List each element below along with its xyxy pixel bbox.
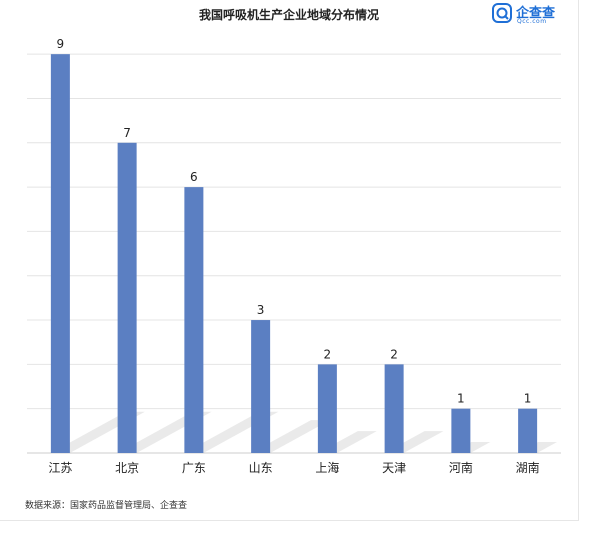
bar-山东 (251, 320, 271, 453)
data-label: 1 (457, 392, 465, 406)
bar-chart: 9 江苏 7 北京 6 广东 3 山东 2 上海 2 天津 1 河南 1 湖南 (27, 37, 561, 475)
bar-广东 (184, 187, 204, 453)
x-tick-label: 江苏 (48, 461, 72, 475)
bar-shadow (251, 420, 330, 453)
data-label: 3 (257, 303, 265, 317)
data-label: 9 (57, 37, 65, 51)
x-tick-label: 上海 (315, 460, 339, 475)
bar-湖南 (518, 408, 538, 453)
data-label: 6 (190, 170, 198, 184)
bar-上海 (317, 364, 337, 453)
bar-天津 (384, 364, 404, 453)
data-source-note: 数据来源：国家药品监督管理局、企查查 (25, 501, 188, 511)
data-label: 7 (123, 126, 131, 140)
qcc-logo: 企查查 Qcc.com (492, 2, 574, 26)
bar-江苏 (50, 54, 70, 453)
chart-frame: 我国呼吸机生产企业地域分布情况 企查查 Qcc.com 9 江苏 7 北京 6 广东 3 山东… (0, 0, 579, 521)
data-label: 2 (324, 347, 332, 361)
x-tick-label: 北京 (115, 461, 139, 475)
chart-title: 我国呼吸机生产企业地域分布情况 (198, 8, 379, 22)
x-tick-label: 河南 (449, 460, 473, 475)
x-tick-label: 湖南 (516, 460, 540, 475)
x-tick-label: 广东 (182, 461, 206, 475)
data-label: 1 (524, 392, 532, 406)
x-tick-label: 天津 (382, 461, 406, 475)
data-label: 2 (390, 347, 398, 361)
qcc-logo-icon (492, 3, 512, 23)
logo-name: 企查查 (516, 6, 556, 21)
logo-sub: Qcc.com (517, 18, 547, 25)
bar-北京 (117, 142, 137, 453)
bar-河南 (451, 408, 471, 453)
x-tick-label: 山东 (249, 461, 273, 475)
